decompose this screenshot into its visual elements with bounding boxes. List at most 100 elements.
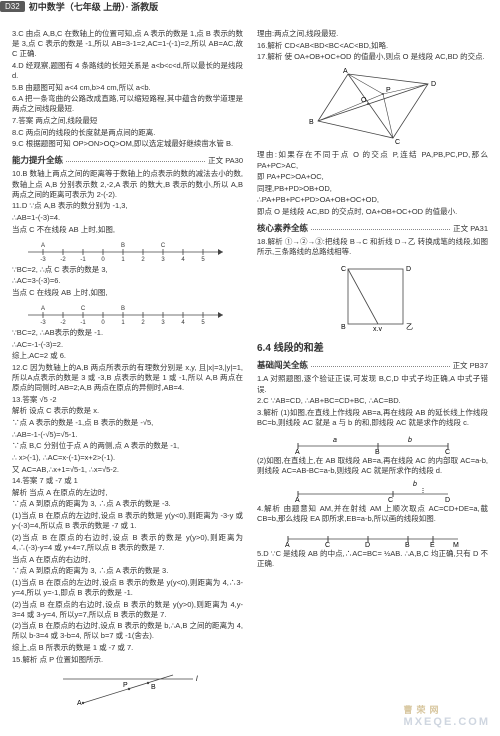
svg-text:A: A <box>295 449 300 454</box>
q14r2: 综上,点 B 所表示的数是 1 或 -7 或 7. <box>12 643 243 653</box>
q13b: 解析 设点 C 表示的数是 x. <box>12 406 243 416</box>
q11d: ∵BC=2, ∴点 C 表示的数是 3, <box>12 265 243 275</box>
q4: 4.D 经观察,题图有 4 条路线的长短关系是 a<b<c<d,所以最长的是线段… <box>12 61 243 81</box>
svg-text:B: B <box>120 306 124 312</box>
svg-text:-3: -3 <box>40 320 46 326</box>
page-title: 初中数学（七年级 上册）· 浙教版 <box>29 0 159 13</box>
svg-text:l: l <box>196 676 198 683</box>
svg-text:5: 5 <box>201 257 205 263</box>
q14a: 14.答案 7 或 -7 或 1 <box>12 476 243 486</box>
q7: 7.答案 两点之间,线段最短 <box>12 116 243 126</box>
watermark: 曹荣网 MXEQE.COM <box>404 703 490 728</box>
svg-text:D: D <box>406 266 411 273</box>
q14g: ∵点 A 到原点的距离为 3, ∴点 A 表示的数是 3. <box>12 566 243 576</box>
svg-text:C: C <box>445 449 450 454</box>
svg-text:-3: -3 <box>40 257 46 263</box>
svg-text:5: 5 <box>201 320 205 326</box>
svg-text:C: C <box>341 266 346 273</box>
q11g: ∵BC=2, ∴AB表示的数是 -1. <box>12 328 243 338</box>
q3: 3.C 由点 A,B,C 在数轴上的位置可知,点 A 表示的数是 1,点 B 表… <box>12 29 243 59</box>
q5: 5.B 由题图可知 a<4 cm,b>4 cm,所以 a<b. <box>12 83 243 93</box>
svg-text:A: A <box>295 497 300 502</box>
q13e: ∵点 B,C 分别位于点 A 的两侧,点 A 表示的数是 -1, <box>12 441 243 451</box>
q13g: 又 AC=AB,∴x+1=√5-1, ∴x=√5-2. <box>12 465 243 475</box>
section-ref: 正文 PA30 <box>208 155 243 166</box>
svg-text:D: D <box>445 497 450 502</box>
svg-text:B: B <box>405 542 410 547</box>
svg-text:3: 3 <box>161 320 165 326</box>
section-title: 基础闯关全练 <box>257 359 308 371</box>
q11e: ∴AC=3-(-3)=6. <box>12 276 243 286</box>
q15b: 理由:两点之间,线段最短. <box>257 29 488 39</box>
svg-text:2: 2 <box>141 320 145 326</box>
svg-text:-2: -2 <box>60 257 66 263</box>
svg-text:O: O <box>361 97 367 104</box>
q8: 8.C 两点间的线段的长度就是两点间的距离. <box>12 128 243 138</box>
q11f: 当点 C 在线段 AB 上时,如图, <box>12 288 243 298</box>
number-line-1: ABC -3-2-1 012 345 <box>12 237 243 263</box>
svg-text:B: B <box>120 243 124 249</box>
svg-text:-2: -2 <box>60 320 66 326</box>
q14d: (1)当点 B 在原点的左边时,设点 B 表示的数是 y(y<0),则距离为 -… <box>12 511 243 531</box>
page-badge: D32 <box>0 1 25 12</box>
q17f: 即点 O 是线段 AC,BD 的交点时, OA+OB+OC+OD 的值最小. <box>257 207 488 217</box>
svg-text:a: a <box>333 437 337 444</box>
q11c: 当点 C 不在线段 AB 上时,如图, <box>12 225 243 235</box>
svg-text:E: E <box>430 542 435 547</box>
svg-text:4: 4 <box>181 257 185 263</box>
svg-text:b: b <box>413 481 417 488</box>
q11i: 综上,AC=2 或 6. <box>12 351 243 361</box>
q17d: 同理,PB+PD>OB+OD, <box>257 184 488 194</box>
q14f: 当点 A 在原点的右边时, <box>12 555 243 565</box>
svg-text:C: C <box>395 139 400 146</box>
fig-segment-3: AC DB EM <box>257 527 488 547</box>
svg-text:B: B <box>341 324 346 331</box>
q16a: 16.解析 CD<AB<BD<BC<AC<BD,如略. <box>257 41 488 51</box>
svg-text:C: C <box>80 306 85 312</box>
svg-text:B: B <box>309 119 314 126</box>
q13f: ∴ x>(-1), ∴AC=x-(-1)=x+2>(-1). <box>12 453 243 463</box>
svg-text:B: B <box>375 449 380 454</box>
q12: 12.C 因为数轴上的A,B 两点所表示的有理数分别是 x,y, 且|x|=3,… <box>12 363 243 393</box>
svg-text:2: 2 <box>141 257 145 263</box>
q11h: ∴AC=-1-(-3)=2. <box>12 340 243 350</box>
q17c: 即 PA+PC>OA+OC, <box>257 172 488 182</box>
q9: 9.C 根据题图可知 OP>ON>OQ>OM,即以选定城最好继续凿水管 B. <box>12 139 243 149</box>
section-core: 核心素养全练 正文 PA31 <box>257 222 488 234</box>
rq5: 5.D ∵C 是线段 AB 的中点,∴AC=BC= ½AB. ∴A,B,C 均正… <box>257 549 488 569</box>
page-content: 3.C 由点 A,B,C 在数轴上的位置可知,点 A 表示的数是 1,点 B 表… <box>0 19 500 719</box>
q15a: 15.解析 点 P 位置如图所示. <box>12 655 243 665</box>
svg-text:A: A <box>40 243 44 249</box>
q13c: ∵点 A 表示的数是 -1,点 B 表示的数是 -√5, <box>12 418 243 428</box>
svg-text:x,y: x,y <box>373 326 382 331</box>
q14r: (2)当点 B 在原点的右边时,设点 B 表示的数是 b,∴A,B 之间的距离为… <box>12 621 243 641</box>
svg-text:P: P <box>386 87 391 94</box>
svg-text:3: 3 <box>161 257 165 263</box>
q18a: 18.解析 ①→②→③:把线段 B→C 和折线 D→乙 转换成笔的线段,如图所示… <box>257 237 488 257</box>
q13a: 13.答案 √5 -2 <box>12 395 243 405</box>
svg-text:C: C <box>388 497 393 502</box>
q14h: (1)当点 B 在原点的左边时,设点 B 表示的数是 y(y<0),则距离为 4… <box>12 578 243 598</box>
svg-text:A: A <box>285 542 290 547</box>
q11b: ∴AB=1-(-3)=4. <box>12 213 243 223</box>
number-line-2: ACB -3-2-1 012 345 <box>12 300 243 326</box>
svg-text:M: M <box>453 542 459 547</box>
q17a: 17.解析 使 OA+OB+OC+OD 的值最小,则点 O 是线段 AC,BD … <box>257 52 488 62</box>
svg-text:A: A <box>40 306 44 312</box>
section-title: 核心素养全练 <box>257 222 308 234</box>
q6: 6.A 把一条弯曲的公路改成直路,可以缩短路程,其中蕴含的数学道理是两点之间线段… <box>12 94 243 114</box>
q14c: ∵点 A 到原点的距离为 3, ∴点 A 表示的数是 -3. <box>12 499 243 509</box>
q13d: ∴AB=-1-(-√5)=√5-1. <box>12 430 243 440</box>
fig-segment-1: a b A B C <box>257 430 488 454</box>
rq1: 1.A 对照题图,逐个验证正误,可发现 B,C,D 中式子均正确,A 中式子错误… <box>257 374 488 394</box>
section-ref: 正文 PB37 <box>453 360 488 371</box>
q17e: ∴PA+PB+PC+PD>OA+OB+OC+OD, <box>257 195 488 205</box>
fig-segment-2: A C b D <box>257 478 488 502</box>
q17b: 理由:如果存在不同于点 O 的交点 P,连结 PA,PB,PC,PD,那么 PA… <box>257 150 488 170</box>
rq4: 4.解析 由题意知 AM,并在射线 AM 上顺次取点 AC=CD+DE=a,截 … <box>257 504 488 524</box>
rq3: 3.解析 (1)如图,在直线上作线段 AB=a,再在线段 AB 的延长线上作线段… <box>257 408 488 428</box>
svg-text:P: P <box>123 682 128 689</box>
svg-text:D: D <box>431 81 436 88</box>
fig-rectangle: C D B 乙 x,y <box>257 261 488 331</box>
svg-text:0: 0 <box>101 257 105 263</box>
